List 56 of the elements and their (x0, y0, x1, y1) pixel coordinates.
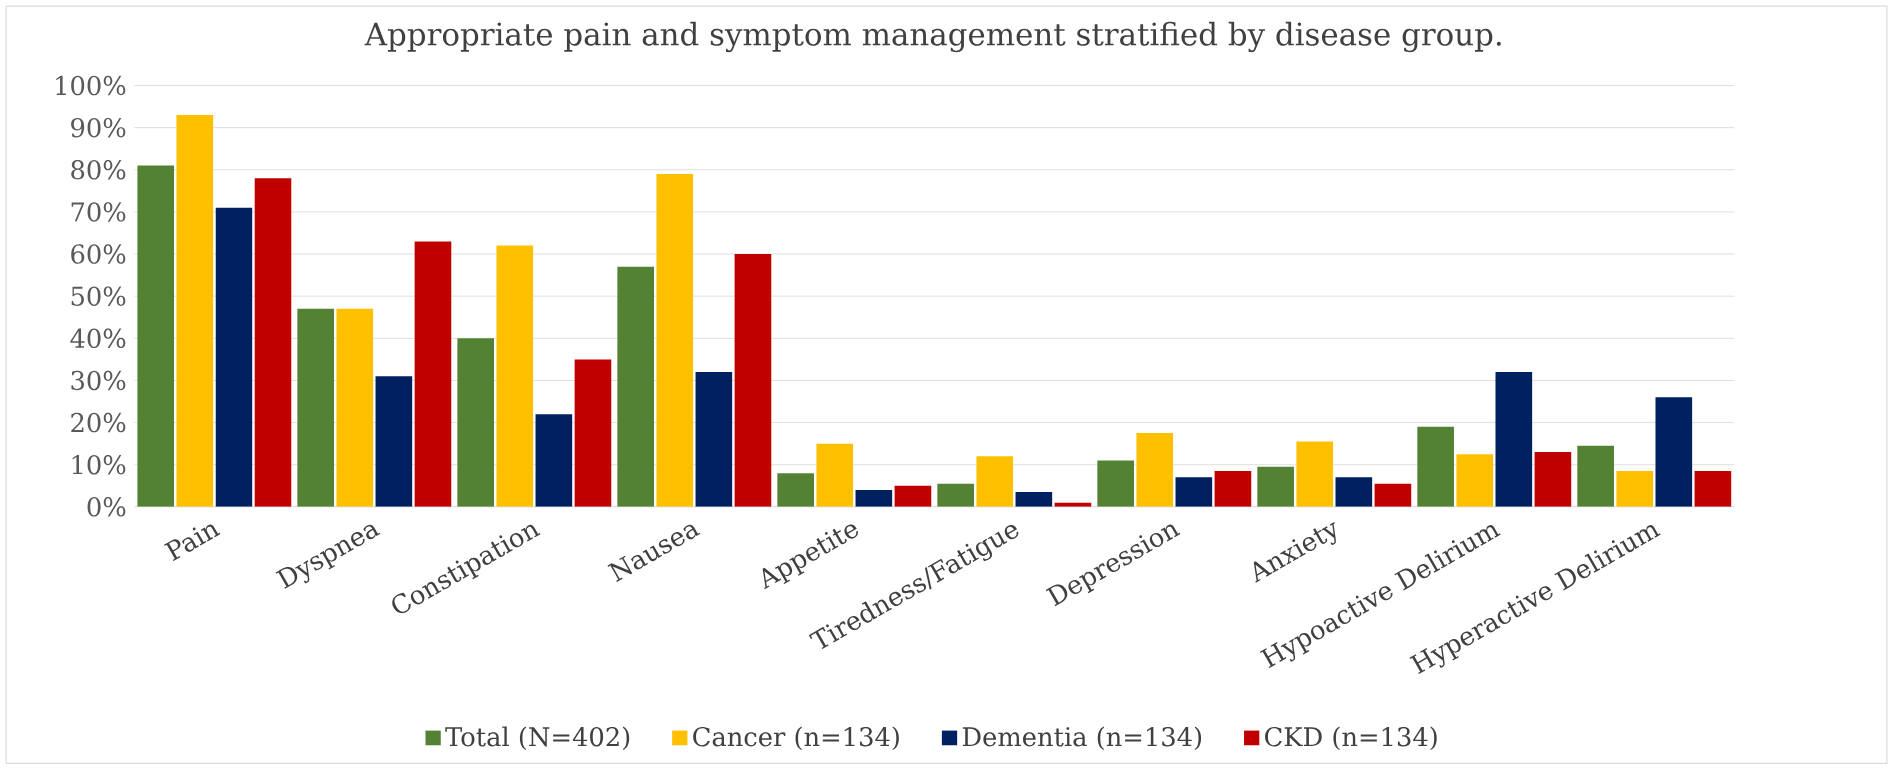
bar (1257, 466, 1294, 507)
y-tick-label: 100% (56, 75, 126, 96)
bar (1214, 470, 1252, 507)
y-tick-label: 20% (71, 412, 126, 433)
bar (1097, 460, 1134, 507)
bar (855, 489, 893, 507)
y-tick-label: 30% (71, 370, 126, 390)
bar (336, 308, 374, 507)
bar (414, 241, 452, 507)
bar (816, 443, 854, 507)
bar (1335, 477, 1373, 507)
y-tick-label: 50% (71, 286, 126, 306)
y-tick-label: 60% (71, 244, 126, 264)
bar (617, 266, 655, 507)
bar (457, 338, 495, 507)
y-tick-label: 10% (72, 454, 126, 475)
bar (574, 359, 612, 507)
bar (777, 472, 814, 507)
bar (1577, 445, 1614, 507)
legend-label: Dementia (n=134) (962, 726, 1202, 750)
bar (297, 308, 335, 507)
legend-label: Cancer (n=134) (693, 726, 899, 750)
bar (1417, 426, 1454, 507)
chart-title: Appropriate pain and symptom management stratified by disease group. (364, 21, 1501, 52)
bar (1616, 470, 1654, 507)
bar (1694, 470, 1732, 507)
bar (1136, 432, 1174, 507)
y-tick-label: 70% (71, 201, 126, 222)
bar (1655, 397, 1693, 507)
bar (176, 114, 214, 507)
bar (496, 245, 534, 507)
bar (1495, 371, 1533, 507)
bar (1456, 453, 1494, 507)
legend-label: CKD (n=134) (1265, 726, 1437, 750)
y-tick-label: 90% (71, 117, 126, 138)
bar (535, 413, 573, 507)
bar (894, 485, 932, 507)
x-tick-label: Pain (164, 524, 221, 561)
legend-label: Total (N=402) (445, 726, 630, 750)
y-tick-label: 40% (70, 328, 126, 348)
bar (375, 376, 413, 507)
bar (1296, 441, 1334, 507)
bar (215, 207, 253, 507)
bar (137, 165, 175, 507)
bar (254, 177, 292, 507)
bar (976, 456, 1014, 507)
bar (1175, 477, 1213, 507)
bar (1534, 451, 1572, 507)
y-tick-label: 0% (87, 496, 126, 517)
bar (1015, 491, 1053, 507)
bar (734, 253, 772, 507)
bar (695, 371, 733, 507)
bar (656, 173, 694, 507)
bar (937, 483, 974, 507)
y-tick-label: 80% (71, 159, 126, 180)
bar (1374, 483, 1412, 507)
